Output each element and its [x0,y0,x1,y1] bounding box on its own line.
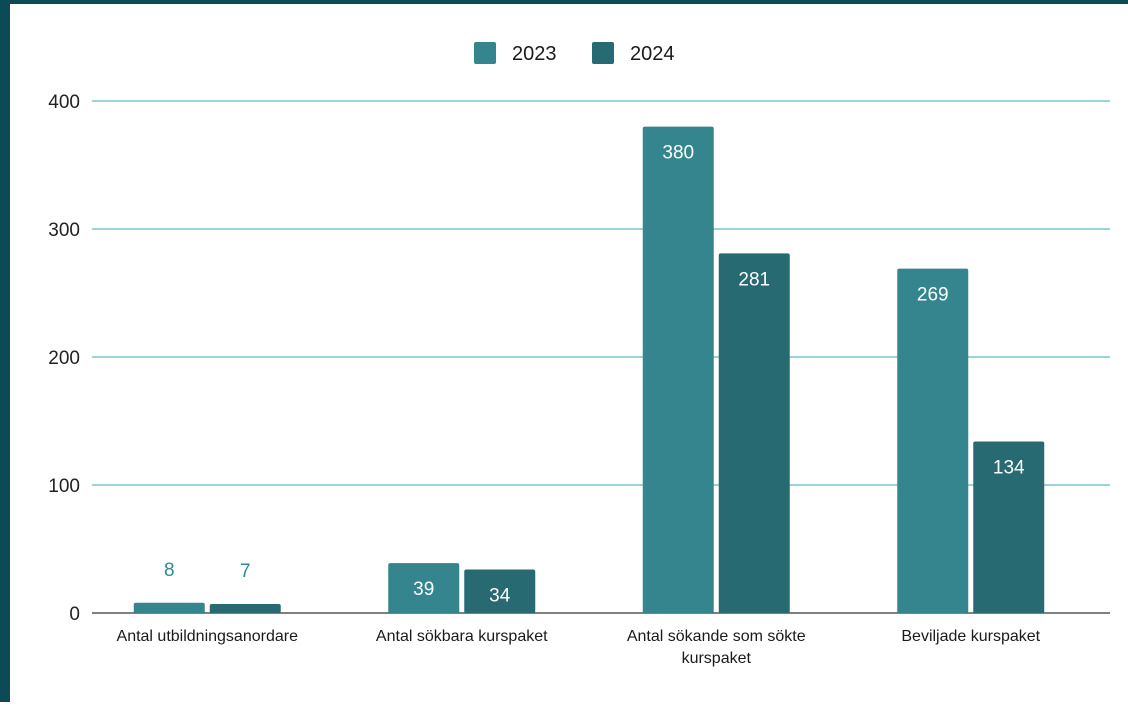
bar-2023-0 [133,602,205,613]
bar-2024-2 [718,253,790,613]
bar-2023-2 [642,126,714,613]
data-label-2024-2: 281 [738,269,770,290]
bar-2024-1 [464,569,536,613]
y-axis-ticks: 0 100 200 300 400 [48,92,80,625]
x-tick-label: Beviljade kurspaket [901,628,1040,645]
data-label-2023-0: 8 [164,560,175,581]
x-tick-label: Antal sökbara kurspaket [376,628,548,645]
x-tick-label: Antal utbildningsanordare [117,628,299,645]
bar-2024-0 [209,604,281,613]
x-tick-label: Antal sökande som sökte kurspaket [627,628,806,667]
bars [133,126,1045,613]
y-tick-label: 200 [48,348,80,369]
y-tick-label: 0 [69,604,80,625]
legend: 2023 2024 [474,42,675,65]
data-label-2023-2: 380 [662,143,694,164]
legend-swatch-2024 [592,42,614,64]
legend-label-2023: 2023 [512,43,557,65]
bar-2024-3 [973,441,1045,613]
data-label-2023-1: 39 [413,579,434,600]
x-axis-ticks: Antal utbildningsanordare Antal sökbara k… [117,628,1041,667]
legend-swatch-2023 [474,42,496,64]
y-tick-label: 400 [48,92,80,113]
bar-2023-1 [388,563,460,613]
bar-2023-3 [897,268,969,613]
data-label-2024-0: 7 [240,561,251,582]
legend-label-2024: 2024 [630,43,675,65]
data-label-2024-3: 134 [993,457,1025,478]
bar-chart: 2023 2024 0 100 200 300 400 8 7 39 34 380 281 269 13… [48,42,1110,667]
y-tick-label: 300 [48,220,80,241]
data-label-2023-3: 269 [917,285,949,306]
data-label-2024-1: 34 [489,585,511,606]
data-labels: 8 7 39 34 380 281 269 134 [164,143,1025,607]
y-tick-label: 100 [48,476,80,497]
